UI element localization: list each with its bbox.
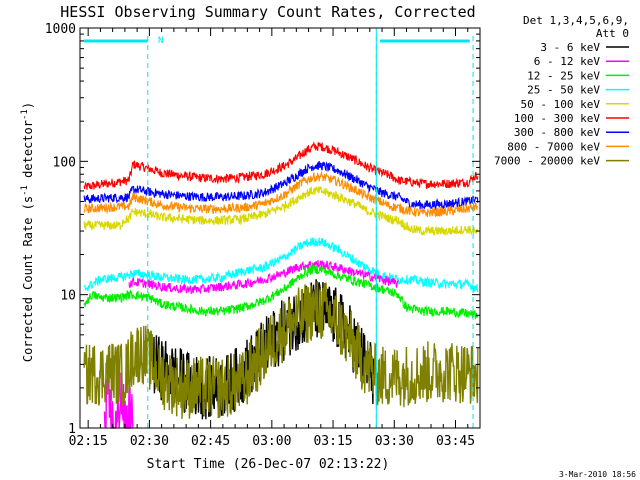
legend-entry-label: 50 - 100 keV	[521, 98, 601, 111]
legend-entry-label: 300 - 800 keV	[514, 126, 600, 139]
night-marker: N	[158, 36, 163, 46]
legend-entry-label: 7000 - 20000 keV	[494, 155, 600, 168]
y-axis-label: Corrected Count Rate (s-1 detector-1)	[20, 102, 35, 362]
series-line-1	[83, 161, 479, 211]
curves-layer	[83, 141, 479, 429]
x-tick-label: 02:15	[69, 434, 108, 449]
legend-entry-label: 800 - 7000 keV	[507, 140, 600, 153]
y-axis-label-sup2: -1	[20, 109, 30, 120]
x-tick-label: 03:45	[436, 434, 475, 449]
series-line-9	[83, 281, 479, 419]
y-tick-label: 1	[68, 422, 76, 437]
legend-header-att: Att 0	[596, 27, 629, 40]
series-line-4	[83, 237, 479, 293]
y-tick-label: 1000	[45, 22, 76, 37]
y-axis-label-end: )	[21, 102, 35, 109]
series-line-5	[128, 259, 399, 295]
axes-layer: 1 10 100 1000 02:15 02:30 02:45 03:00 03:15 03:30…	[45, 22, 481, 449]
legend-entry-label: 6 - 12 keV	[534, 55, 601, 68]
timestamp: 3-Mar-2010 18:56	[559, 470, 636, 479]
y-axis-label-sup1: -1	[20, 185, 30, 196]
markers-layer	[84, 28, 474, 428]
series-line-2	[83, 170, 479, 218]
x-tick-label: 03:30	[375, 434, 414, 449]
legend-header: Det 1,3,4,5,6,9,	[523, 14, 629, 27]
series-line-3	[83, 186, 479, 237]
x-axis-label: Start Time (26-Dec-07 02:13:22)	[147, 457, 390, 472]
chart-title: HESSI Observing Summary Count Rates, Cor…	[60, 3, 475, 21]
series-line-0	[83, 141, 479, 190]
x-tick-label: 03:15	[313, 434, 352, 449]
x-tick-label: 02:45	[191, 434, 230, 449]
y-tick-label: 10	[60, 289, 76, 304]
legend-entry-label: 12 - 25 keV	[527, 69, 600, 82]
x-tick-label: 02:30	[130, 434, 169, 449]
y-tick-label: 100	[53, 155, 76, 170]
x-tick-label: 03:00	[252, 434, 291, 449]
y-axis-label-main: Corrected Count Rate (s	[21, 196, 35, 362]
legend-entry-label: 3 - 6 keV	[540, 41, 600, 54]
y-axis-label-mid: detector	[21, 120, 35, 185]
plot-frame	[79, 27, 481, 429]
legend-entry-label: 25 - 50 keV	[527, 84, 600, 97]
series-line-6	[83, 263, 479, 320]
legend-entry-label: 100 - 300 keV	[514, 112, 600, 125]
